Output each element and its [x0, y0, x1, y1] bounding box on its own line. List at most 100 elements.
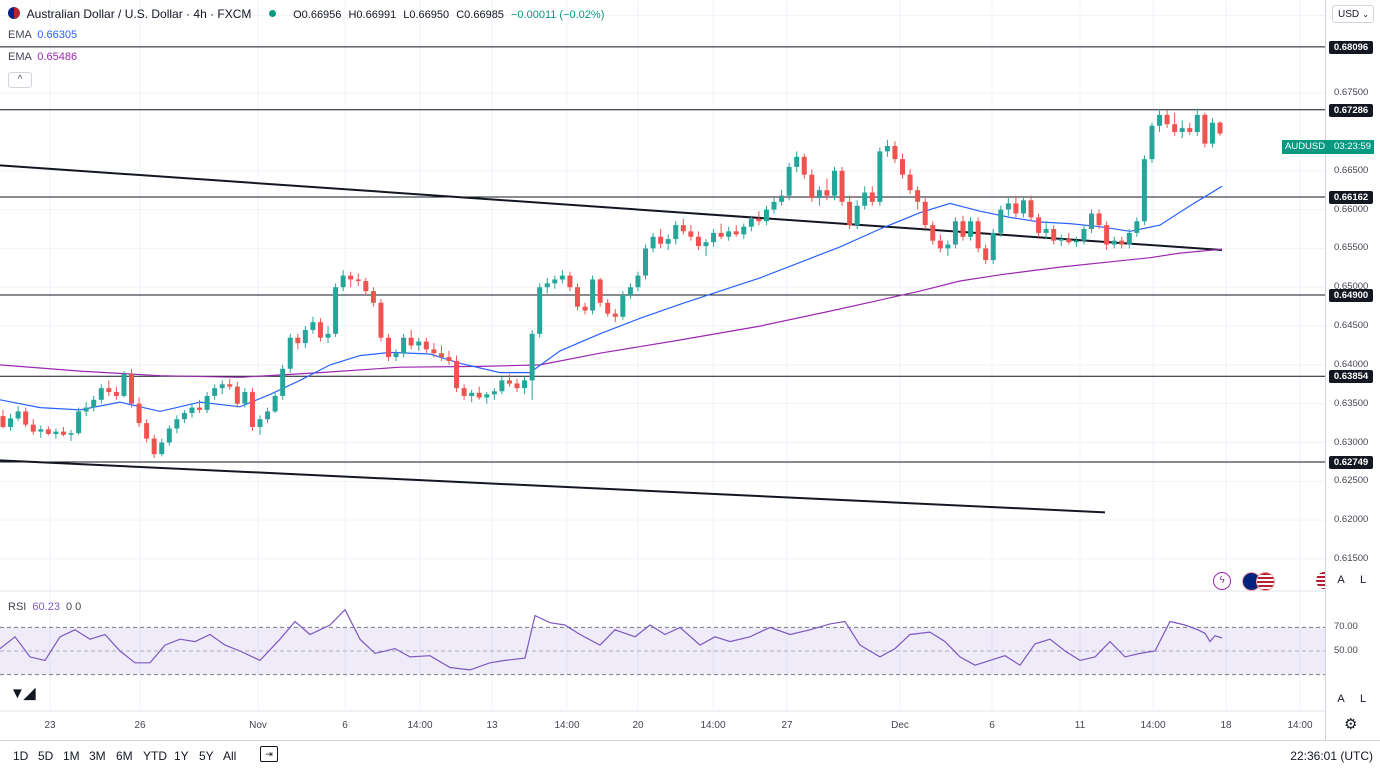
price-chart[interactable]: [0, 0, 1325, 740]
candle-body-16: [121, 374, 127, 396]
candle-body-41: [310, 322, 316, 330]
candle-body-18: [136, 403, 142, 424]
rsi-legend[interactable]: RSI 60.23 0 0: [8, 601, 81, 613]
candle-body-46: [348, 275, 354, 280]
candle-body-1: [8, 418, 14, 427]
range-button-1d[interactable]: 1D: [13, 749, 29, 763]
range-button-all[interactable]: All: [223, 749, 237, 763]
range-button-5d[interactable]: 5D: [38, 749, 54, 763]
candle-body-142: [1073, 240, 1079, 243]
time-tick-label: Nov: [249, 720, 267, 731]
trendline-1: [0, 459, 1106, 514]
candle-body-26: [197, 407, 203, 410]
candle-body-82: [620, 295, 626, 317]
candle-body-22: [166, 428, 172, 443]
low-value: L0.66950: [403, 9, 450, 21]
collapse-legend-button[interactable]: ^: [8, 72, 32, 88]
change-value: −0.00011 (−0.02%): [511, 9, 605, 21]
candle-body-56: [423, 341, 429, 350]
flag-partial-icon[interactable]: [1316, 572, 1325, 589]
time-tick-label: 13: [486, 720, 498, 731]
candle-body-12: [91, 399, 97, 408]
candle-body-76: [574, 287, 580, 307]
candle-body-97: [733, 231, 739, 235]
candle-body-138: [1043, 229, 1049, 233]
price-tick-label: 0.64500: [1334, 320, 1369, 332]
candle-body-57: [431, 349, 437, 354]
range-button-5y[interactable]: 5Y: [199, 749, 214, 763]
rsi-label: RSI: [8, 601, 27, 613]
utc-clock[interactable]: 22:36:01 (UTC): [1290, 749, 1373, 763]
time-tick-label: 18: [1220, 720, 1232, 731]
auto-scale-button-rsi[interactable]: A: [1332, 690, 1350, 708]
symbol-title[interactable]: Australian Dollar / U.S. Dollar · 4h · F…: [26, 7, 252, 21]
trendline-0: [0, 164, 1223, 251]
price-tick-label: 0.62500: [1334, 475, 1369, 487]
flag-us-icon[interactable]: [1256, 572, 1275, 591]
ema-slow-legend[interactable]: EMA 0.65486: [8, 51, 77, 63]
ema-fast-label: EMA: [8, 29, 32, 41]
candle-body-90: [680, 225, 686, 232]
candle-body-53: [401, 337, 407, 354]
level-price-label: 0.62749: [1329, 455, 1373, 469]
high-value: H0.66991: [348, 9, 397, 21]
candle-body-31: [234, 386, 240, 404]
range-button-6m[interactable]: 6M: [116, 749, 133, 763]
candle-body-74: [559, 275, 565, 280]
candle-body-25: [189, 407, 195, 413]
currency-value: USD: [1338, 9, 1360, 20]
symbol-tag-name: AUDUSD: [1285, 141, 1326, 152]
candle-body-77: [582, 306, 588, 311]
range-button-1m[interactable]: 1M: [63, 749, 80, 763]
ema-slow-line: [0, 248, 1223, 378]
range-button-ytd[interactable]: YTD: [143, 749, 167, 763]
candle-body-58: [438, 353, 444, 358]
price-tick-label: 0.66000: [1334, 203, 1369, 215]
candle-body-149: [1126, 232, 1132, 245]
time-tick-label: 14:00: [700, 720, 726, 731]
candle-body-133: [1005, 203, 1011, 210]
candle-body-28: [212, 388, 218, 396]
candle-body-122: [922, 201, 928, 226]
flash-icon[interactable]: ϟ: [1213, 572, 1231, 590]
price-axis[interactable]: 0.685000.675000.665000.660000.655000.650…: [1325, 0, 1380, 740]
candle-body-78: [590, 279, 596, 311]
candle-body-38: [287, 337, 293, 369]
candle-body-146: [1104, 225, 1110, 245]
rsi-tick-label: 50.00: [1334, 645, 1358, 656]
candle-body-109: [824, 190, 830, 196]
settings-gear-icon[interactable]: ⚙: [1344, 716, 1358, 733]
candle-body-11: [83, 407, 89, 412]
range-button-3m[interactable]: 3M: [89, 749, 106, 763]
log-scale-button-main[interactable]: L: [1354, 571, 1372, 589]
candle-body-13: [98, 388, 104, 400]
candle-body-158: [1194, 114, 1200, 132]
candle-body-103: [779, 195, 785, 202]
candle-body-59: [446, 357, 452, 361]
market-status-dot: [268, 10, 276, 17]
candle-body-5: [38, 429, 44, 432]
currency-select[interactable]: USD ⌄: [1332, 5, 1374, 23]
price-tick-label: 0.66500: [1334, 164, 1369, 176]
calendar-range-icon[interactable]: ⇥: [260, 746, 278, 762]
candle-body-112: [847, 201, 853, 226]
candle-body-71: [537, 287, 543, 334]
open-value: O0.66956: [293, 9, 342, 21]
ema-fast-legend[interactable]: EMA 0.66305: [8, 29, 77, 41]
candle-body-66: [499, 380, 505, 392]
candle-body-140: [1058, 239, 1064, 241]
candle-body-60: [454, 360, 460, 389]
auto-scale-button-main[interactable]: A: [1332, 571, 1350, 589]
candle-body-75: [567, 275, 573, 288]
tradingview-logo-icon[interactable]: ▼◢: [10, 685, 35, 702]
candle-body-118: [892, 145, 898, 160]
level-price-label: 0.66162: [1329, 191, 1373, 205]
candle-body-43: [325, 333, 331, 338]
candle-body-120: [907, 174, 913, 191]
chevron-up-icon: ^: [17, 74, 23, 85]
candle-body-100: [756, 218, 762, 222]
candle-body-35: [265, 411, 271, 420]
range-button-1y[interactable]: 1Y: [174, 749, 189, 763]
log-scale-button-rsi[interactable]: L: [1354, 690, 1372, 708]
rsi-line: [0, 608, 1223, 671]
